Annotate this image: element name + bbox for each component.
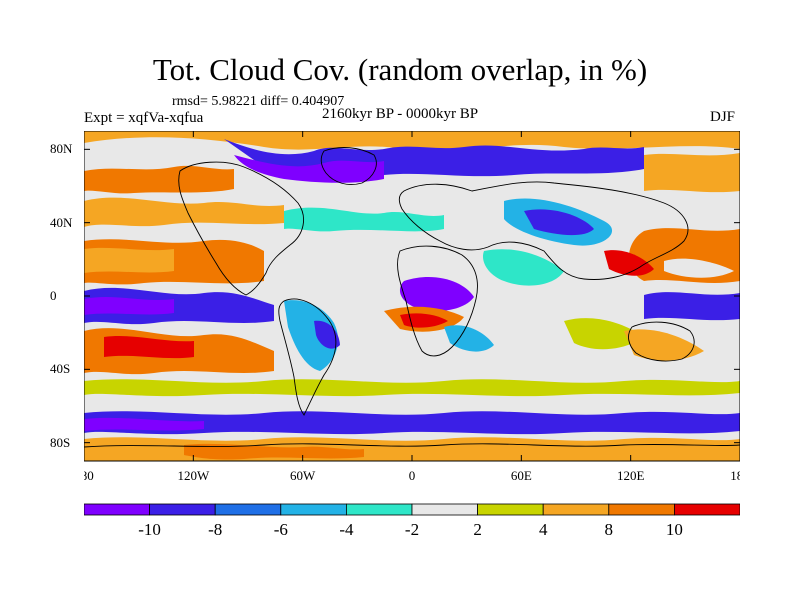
tropical-pacific-band <box>84 247 174 273</box>
x-tick-label: 180 <box>84 468 94 483</box>
colorbar-label: -10 <box>138 520 161 539</box>
arctic-positive <box>84 131 740 152</box>
stats-label: rmsd= 5.98221 diff= 0.404907 <box>172 94 345 109</box>
antarctic-positive-core <box>184 443 364 460</box>
experiment-label: Expt = xqfVa-xqfua <box>84 110 204 126</box>
colorbar-label: 2 <box>473 520 482 539</box>
siberia-positive <box>644 153 740 193</box>
indian-ocean-negative <box>482 249 564 286</box>
colorbar-box <box>280 503 347 516</box>
y-tick-label: 80S <box>50 434 71 450</box>
southern-africa-negative <box>444 325 494 352</box>
central-asia-negative-core <box>524 209 594 236</box>
north-america-outline <box>178 161 305 296</box>
x-tick-label: 120W <box>177 468 210 483</box>
east-asia-positive-core <box>604 250 654 276</box>
colorbar-labels: -10 -8 -6 -4 -2 2 4 8 10 <box>138 520 683 539</box>
colorbar-box <box>411 503 478 516</box>
equatorial-pacific-negative-core <box>84 297 174 315</box>
y-tick-label: 40N <box>50 214 73 230</box>
north-atlantic-negative <box>284 207 444 232</box>
map-title: Tot. Cloud Cov. (random overlap, in %) <box>152 52 648 87</box>
x-tick-label: 180 <box>730 468 740 483</box>
antarctica-outline <box>84 443 740 448</box>
y-tick-label: 0 <box>50 288 57 303</box>
coastlines <box>84 147 740 448</box>
colorbar-box <box>542 503 610 516</box>
x-tick-label: 120E <box>617 468 645 483</box>
x-tick-label: 60W <box>290 468 316 483</box>
colorbar-label: 4 <box>539 520 548 539</box>
antarctic-negative-core <box>84 417 204 431</box>
west-pacific-neutral <box>664 258 734 278</box>
southern-ocean-band <box>84 379 740 397</box>
x-tick-label: 0 <box>409 468 416 483</box>
colorbar-box <box>345 503 413 516</box>
y-tick-label: 40S <box>50 361 71 377</box>
anomaly-field <box>84 131 740 461</box>
australia-positive <box>624 329 704 361</box>
colorbar-label: -8 <box>208 520 222 539</box>
colorbar-box <box>608 503 675 516</box>
arctic-negative-core <box>234 155 384 183</box>
season-label: DJF <box>710 109 736 125</box>
x-tick-label: 60E <box>511 468 532 483</box>
eurasia-outline <box>398 181 689 280</box>
period-label: 2160kyr BP - 0000kyr BP <box>322 106 479 122</box>
south-america-negative <box>284 300 339 371</box>
maritime-negative <box>644 292 740 321</box>
colorbar-label: -2 <box>405 520 419 539</box>
colorbar-label: 8 <box>605 520 614 539</box>
africa-negative-core <box>399 276 474 312</box>
north-pacific-positive <box>84 165 234 194</box>
colorbar-label: 10 <box>666 520 683 539</box>
africa-outline <box>397 245 478 357</box>
north-midlat-positive <box>84 197 284 227</box>
colorbar: -10 -8 -6 -4 -2 2 4 8 10 <box>84 503 740 539</box>
colorbar-box <box>149 503 216 516</box>
south-america-negative-core <box>314 320 340 349</box>
colorbar-boxes <box>84 503 740 516</box>
colorbar-label: -6 <box>274 520 288 539</box>
colorbar-box <box>214 503 282 516</box>
south-indian-positive <box>564 318 644 350</box>
y-axis <box>84 148 740 444</box>
australia-outline <box>628 321 695 362</box>
colorbar-box <box>477 503 544 516</box>
anomaly-map: 180 120W 60W 0 60E 120E 180 <box>84 131 740 483</box>
colorbar-box <box>674 503 740 516</box>
equatorial-pacific-negative <box>84 287 274 325</box>
y-tick-label: 80N <box>50 141 73 157</box>
antarctic-negative-band <box>84 411 740 435</box>
colorbar-label: -4 <box>339 520 354 539</box>
south-pacific-positive-core <box>104 336 194 359</box>
south-america-outline <box>278 298 337 416</box>
colorbar-box <box>84 503 150 516</box>
x-axis: 180 120W 60W 0 60E 120E 180 <box>84 131 740 483</box>
greenland-outline <box>320 147 377 185</box>
